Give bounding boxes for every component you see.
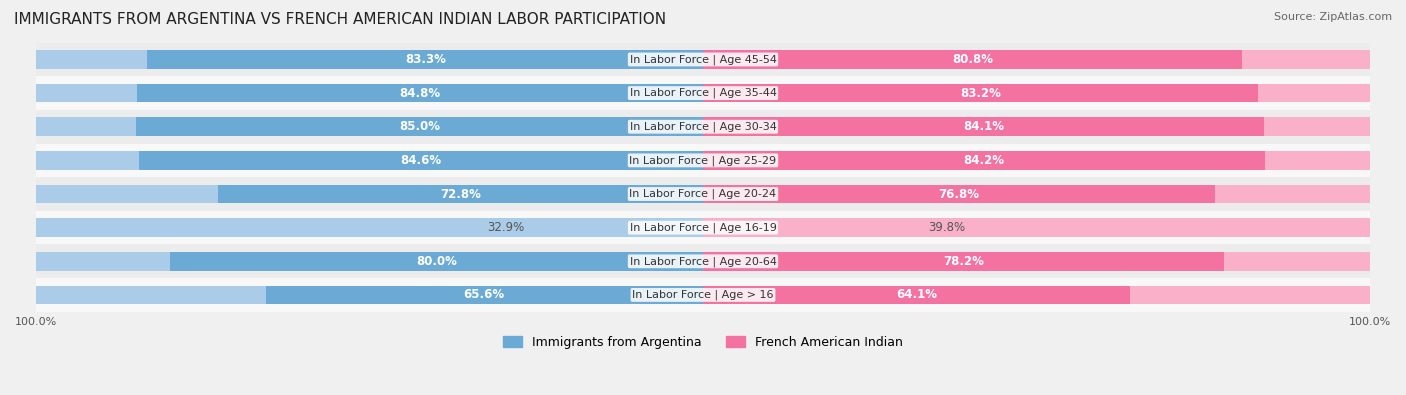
Text: 83.2%: 83.2% xyxy=(960,87,1001,100)
Text: 78.2%: 78.2% xyxy=(943,255,984,268)
Bar xyxy=(703,84,1369,102)
Bar xyxy=(703,117,1264,136)
Bar xyxy=(37,218,703,237)
Bar xyxy=(136,117,703,136)
Bar xyxy=(703,252,1369,271)
Text: In Labor Force | Age 20-24: In Labor Force | Age 20-24 xyxy=(630,189,776,199)
Bar xyxy=(37,76,1369,110)
Text: 84.6%: 84.6% xyxy=(401,154,441,167)
Bar xyxy=(218,185,703,203)
Bar xyxy=(266,286,703,304)
Bar xyxy=(484,218,703,237)
Text: In Labor Force | Age 30-34: In Labor Force | Age 30-34 xyxy=(630,122,776,132)
Bar xyxy=(703,151,1369,169)
Bar xyxy=(37,84,703,102)
Bar xyxy=(703,50,1369,69)
Bar xyxy=(37,43,1369,76)
Bar xyxy=(37,117,703,136)
Bar xyxy=(703,117,1369,136)
Text: 83.3%: 83.3% xyxy=(405,53,446,66)
Bar xyxy=(37,185,703,203)
Bar xyxy=(703,50,1241,69)
Bar xyxy=(703,185,1369,203)
Text: Source: ZipAtlas.com: Source: ZipAtlas.com xyxy=(1274,12,1392,22)
Bar xyxy=(703,252,1225,271)
Text: 65.6%: 65.6% xyxy=(464,288,505,301)
Bar xyxy=(37,252,703,271)
Bar xyxy=(703,185,1215,203)
Text: 85.0%: 85.0% xyxy=(399,120,440,133)
Text: In Labor Force | Age 45-54: In Labor Force | Age 45-54 xyxy=(630,54,776,65)
Bar xyxy=(703,218,1369,237)
Text: In Labor Force | Age 25-29: In Labor Force | Age 25-29 xyxy=(630,155,776,166)
Bar xyxy=(703,151,1264,169)
Bar xyxy=(37,245,1369,278)
Bar xyxy=(170,252,703,271)
Legend: Immigrants from Argentina, French American Indian: Immigrants from Argentina, French Americ… xyxy=(498,331,908,354)
Text: 84.1%: 84.1% xyxy=(963,120,1004,133)
Bar xyxy=(138,84,703,102)
Text: In Labor Force | Age 16-19: In Labor Force | Age 16-19 xyxy=(630,222,776,233)
Bar xyxy=(37,211,1369,245)
Text: In Labor Force | Age > 16: In Labor Force | Age > 16 xyxy=(633,290,773,300)
Text: In Labor Force | Age 35-44: In Labor Force | Age 35-44 xyxy=(630,88,776,98)
Text: 64.1%: 64.1% xyxy=(896,288,938,301)
Bar xyxy=(703,218,969,237)
Text: 72.8%: 72.8% xyxy=(440,188,481,201)
Text: 84.2%: 84.2% xyxy=(963,154,1004,167)
Bar xyxy=(37,278,1369,312)
Text: 39.8%: 39.8% xyxy=(928,221,965,234)
Text: IMMIGRANTS FROM ARGENTINA VS FRENCH AMERICAN INDIAN LABOR PARTICIPATION: IMMIGRANTS FROM ARGENTINA VS FRENCH AMER… xyxy=(14,12,666,27)
Bar xyxy=(37,286,703,304)
Bar xyxy=(139,151,703,169)
Text: 80.0%: 80.0% xyxy=(416,255,457,268)
Bar xyxy=(37,177,1369,211)
Bar xyxy=(148,50,703,69)
Bar xyxy=(703,286,1369,304)
Text: In Labor Force | Age 20-64: In Labor Force | Age 20-64 xyxy=(630,256,776,267)
Bar xyxy=(37,50,703,69)
Text: 32.9%: 32.9% xyxy=(486,221,524,234)
Text: 84.8%: 84.8% xyxy=(399,87,441,100)
Text: 80.8%: 80.8% xyxy=(952,53,993,66)
Bar xyxy=(37,151,703,169)
Bar xyxy=(37,143,1369,177)
Bar xyxy=(37,110,1369,143)
Text: 76.8%: 76.8% xyxy=(939,188,980,201)
Bar xyxy=(703,286,1130,304)
Bar xyxy=(703,84,1258,102)
